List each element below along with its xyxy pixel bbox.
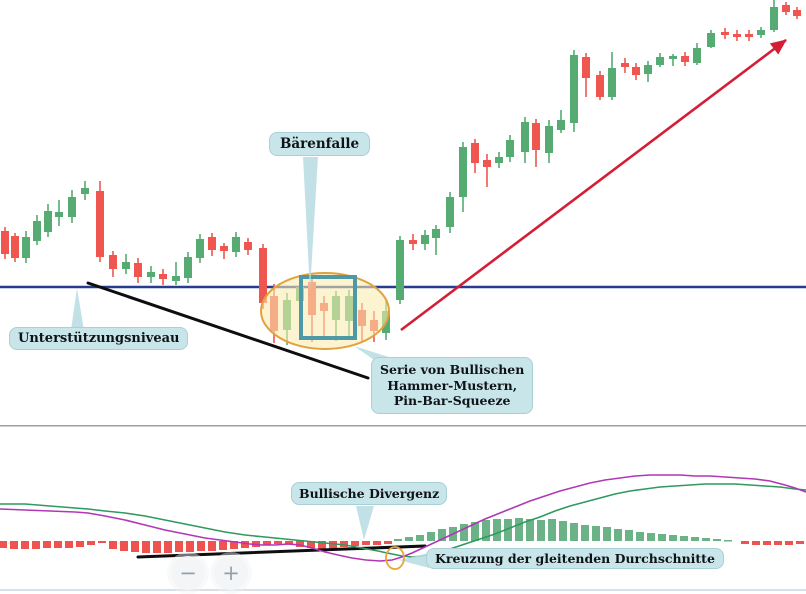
hammer-series-line3: Pin-Bar-Squeeze xyxy=(393,393,511,409)
ma-crossing-label-text: Kreuzung der gleitenden Durchschnitte xyxy=(435,551,715,566)
bear-trap-label: Bärenfalle xyxy=(269,132,371,156)
support-level-label: Unterstützungsniveau xyxy=(9,327,189,350)
zoom-out-button[interactable]: − xyxy=(171,556,205,590)
bullish-divergence-label: Bullische Divergenz xyxy=(291,482,448,505)
bullish-divergence-label-text: Bullische Divergenz xyxy=(299,486,440,501)
minus-icon: − xyxy=(179,560,197,585)
bear-trap-label-text: Bärenfalle xyxy=(280,136,360,152)
zoom-in-button[interactable]: + xyxy=(214,556,248,590)
hammer-series-label: Serie von Bullischen Hammer-Mustern, Pin… xyxy=(371,357,534,414)
ma-crossing-label: Kreuzung der gleitenden Durchschnitte xyxy=(426,548,724,569)
hammer-series-line1: Serie von Bullischen xyxy=(380,362,525,377)
support-level-label-text: Unterstützungsniveau xyxy=(18,331,180,346)
hammer-series-line2: Hammer-Mustern, xyxy=(387,377,518,393)
macd-panel xyxy=(0,425,806,591)
plus-icon: + xyxy=(222,560,240,585)
